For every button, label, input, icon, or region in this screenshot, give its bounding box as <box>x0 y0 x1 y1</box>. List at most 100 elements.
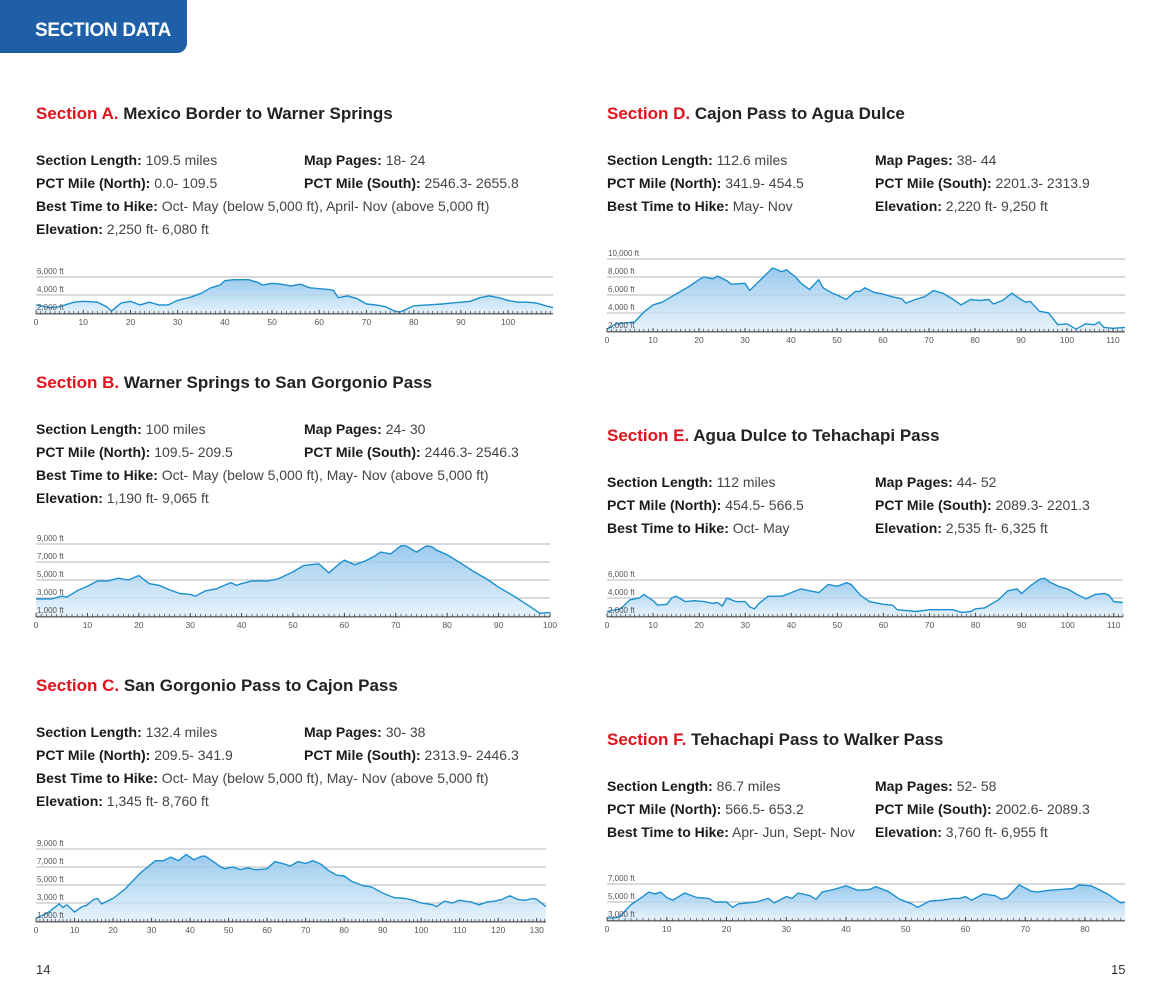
x-tick-label: 70 <box>362 317 372 327</box>
x-tick-label: 0 <box>34 925 39 935</box>
elevation-chart-svg: 1,000 ft 3,000 ft 5,000 ft 7,000 ft 9,000 ft… <box>34 839 547 935</box>
section-data-header-tab: SECTION DATA <box>0 0 187 53</box>
x-tick-label: 100 <box>543 620 557 630</box>
elevation-chart-svg: 3,000 ft 5,000 ft 7,000 ft 0 10 20 30 40 50 60 70 8… <box>605 874 1126 934</box>
section-length: Section Length: 112 miles <box>607 474 776 490</box>
x-tick-label: 50 <box>832 335 842 345</box>
pct-mile-north: PCT Mile (North): 341.9- 454.5 <box>607 175 804 191</box>
section-c: Section C. San Gorgonio Pass to Cajon Pa… <box>36 676 576 813</box>
x-tick-label: 30 <box>147 925 157 935</box>
page-number-left: 14 <box>36 962 51 977</box>
elevation-area <box>36 854 546 922</box>
x-tick-label: 110 <box>1107 620 1121 630</box>
y-tick-label: 9,000 ft <box>37 839 64 848</box>
best-time: Best Time to Hike: Apr- Jun, Sept- Nov <box>607 824 855 840</box>
x-tick-label: 100 <box>501 317 515 327</box>
elevation: Elevation: 2,220 ft- 9,250 ft <box>875 198 1048 214</box>
y-tick-label: 7,000 ft <box>608 874 635 883</box>
y-tick-label: 5,000 ft <box>37 570 64 579</box>
section-b: Section B. Warner Springs to San Gorgoni… <box>36 373 576 510</box>
best-time: Best Time to Hike: May- Nov <box>607 198 793 214</box>
x-tick-label: 0 <box>605 924 610 934</box>
x-tick-label: 10 <box>648 335 658 345</box>
x-tick-label: 110 <box>453 925 467 935</box>
x-tick-label: 80 <box>971 620 981 630</box>
x-tick-label: 20 <box>108 925 118 935</box>
section-length: Section Length: 86.7 miles <box>607 778 781 794</box>
elevation-chart-svg: 2,000 ft 4,000 ft 6,000 ft 0 10 20 30 40 50 60 70 8… <box>605 570 1124 630</box>
x-tick-label: 100 <box>1060 335 1074 345</box>
pct-mile-north: PCT Mile (North): 109.5- 209.5 <box>36 444 233 460</box>
x-tick-label: 80 <box>339 925 349 935</box>
x-tick-label: 10 <box>662 924 672 934</box>
x-tick-label: 60 <box>262 925 272 935</box>
y-tick-label: 1,000 ft <box>37 606 64 615</box>
elevation-profile-f: 3,000 ft 5,000 ft 7,000 ft 0 10 20 30 40 50 60 70 8… <box>605 874 1126 939</box>
y-tick-label: 1,000 ft <box>37 911 64 920</box>
elevation-line <box>35 853 547 919</box>
x-tick-label: 40 <box>841 924 851 934</box>
y-tick-label: 4,000 ft <box>608 303 635 312</box>
x-tick-label: 70 <box>391 620 401 630</box>
x-tick-label: 40 <box>220 317 230 327</box>
x-tick-label: 90 <box>1017 620 1027 630</box>
pct-mile-north: PCT Mile (North): 566.5- 653.2 <box>607 801 804 817</box>
x-tick-label: 40 <box>237 620 247 630</box>
elevation-area <box>607 578 1123 617</box>
y-tick-label: 9,000 ft <box>37 534 64 543</box>
pct-mile-north: PCT Mile (North): 209.5- 341.9 <box>36 747 233 763</box>
y-tick-label: 6,000 ft <box>608 285 635 294</box>
elevation-chart-svg: 2,000 ft 4,000 ft 6,000 ft 0 10 20 30 40 50 60 70 8… <box>34 267 554 327</box>
x-tick-label: 70 <box>924 335 934 345</box>
elevation-profile-a: 2,000 ft 4,000 ft 6,000 ft 0 10 20 30 40 50 60 70 8… <box>34 267 554 332</box>
best-time: Best Time to Hike: Oct- May (below 5,000… <box>36 198 490 214</box>
section-length: Section Length: 132.4 miles <box>36 724 218 740</box>
section-e: Section E. Agua Dulce to Tehachapi Pass … <box>607 426 1147 540</box>
elevation-area <box>36 545 550 617</box>
page-number-right: 15 <box>1111 962 1126 977</box>
x-tick-label: 90 <box>378 925 388 935</box>
x-tick-label: 100 <box>1061 620 1075 630</box>
x-tick-label: 10 <box>79 317 89 327</box>
x-tick-label: 50 <box>833 620 843 630</box>
x-tick-label: 70 <box>925 620 935 630</box>
x-tick-label: 80 <box>409 317 419 327</box>
x-tick-label: 30 <box>173 317 183 327</box>
y-tick-label: 4,000 ft <box>37 285 64 294</box>
x-tick-label: 40 <box>185 925 195 935</box>
x-tick-label: 20 <box>722 924 732 934</box>
elevation-profile-d: 2,000 ft 4,000 ft 6,000 ft 8,000 ft 10,000 f… <box>605 249 1126 350</box>
x-tick-label: 130 <box>530 925 544 935</box>
x-tick-label: 20 <box>694 335 704 345</box>
elevation-area <box>607 884 1125 921</box>
x-tick-label: 80 <box>1080 924 1090 934</box>
x-tick-label: 30 <box>740 335 750 345</box>
x-tick-label: 0 <box>605 620 610 630</box>
map-pages: Map Pages: 44- 52 <box>875 474 997 490</box>
y-tick-label: 10,000 ft <box>608 249 640 258</box>
pct-mile-south: PCT Mile (South): 2446.3- 2546.3 <box>304 444 519 460</box>
map-pages: Map Pages: 30- 38 <box>304 724 426 740</box>
x-tick-label: 50 <box>288 620 298 630</box>
elevation: Elevation: 3,760 ft- 6,955 ft <box>875 824 1048 840</box>
pct-mile-south: PCT Mile (South): 2313.9- 2446.3 <box>304 747 519 763</box>
y-tick-label: 5,000 ft <box>37 875 64 884</box>
x-tick-label: 60 <box>878 335 888 345</box>
y-tick-label: 3,000 ft <box>37 893 64 902</box>
x-tick-label: 10 <box>83 620 93 630</box>
section-c-heading: Section C. San Gorgonio Pass to Cajon Pa… <box>36 676 398 695</box>
elevation: Elevation: 2,535 ft- 6,325 ft <box>875 520 1048 536</box>
y-tick-label: 4,000 ft <box>608 588 635 597</box>
x-tick-label: 30 <box>185 620 195 630</box>
y-tick-label: 2,000 ft <box>608 321 635 330</box>
section-a-heading: Section A. Mexico Border to Warner Sprin… <box>36 104 393 123</box>
elevation-line <box>606 267 1126 330</box>
x-tick-label: 80 <box>970 335 980 345</box>
x-tick-label: 120 <box>491 925 505 935</box>
section-d: Section D. Cajon Pass to Agua Dulce Sect… <box>607 104 1147 218</box>
section-f-heading: Section F. Tehachapi Pass to Walker Pass <box>607 730 944 749</box>
best-time: Best Time to Hike: Oct- May (below 5,000… <box>36 467 489 483</box>
map-pages: Map Pages: 38- 44 <box>875 152 997 168</box>
y-tick-label: 7,000 ft <box>37 857 64 866</box>
x-tick-label: 30 <box>741 620 751 630</box>
